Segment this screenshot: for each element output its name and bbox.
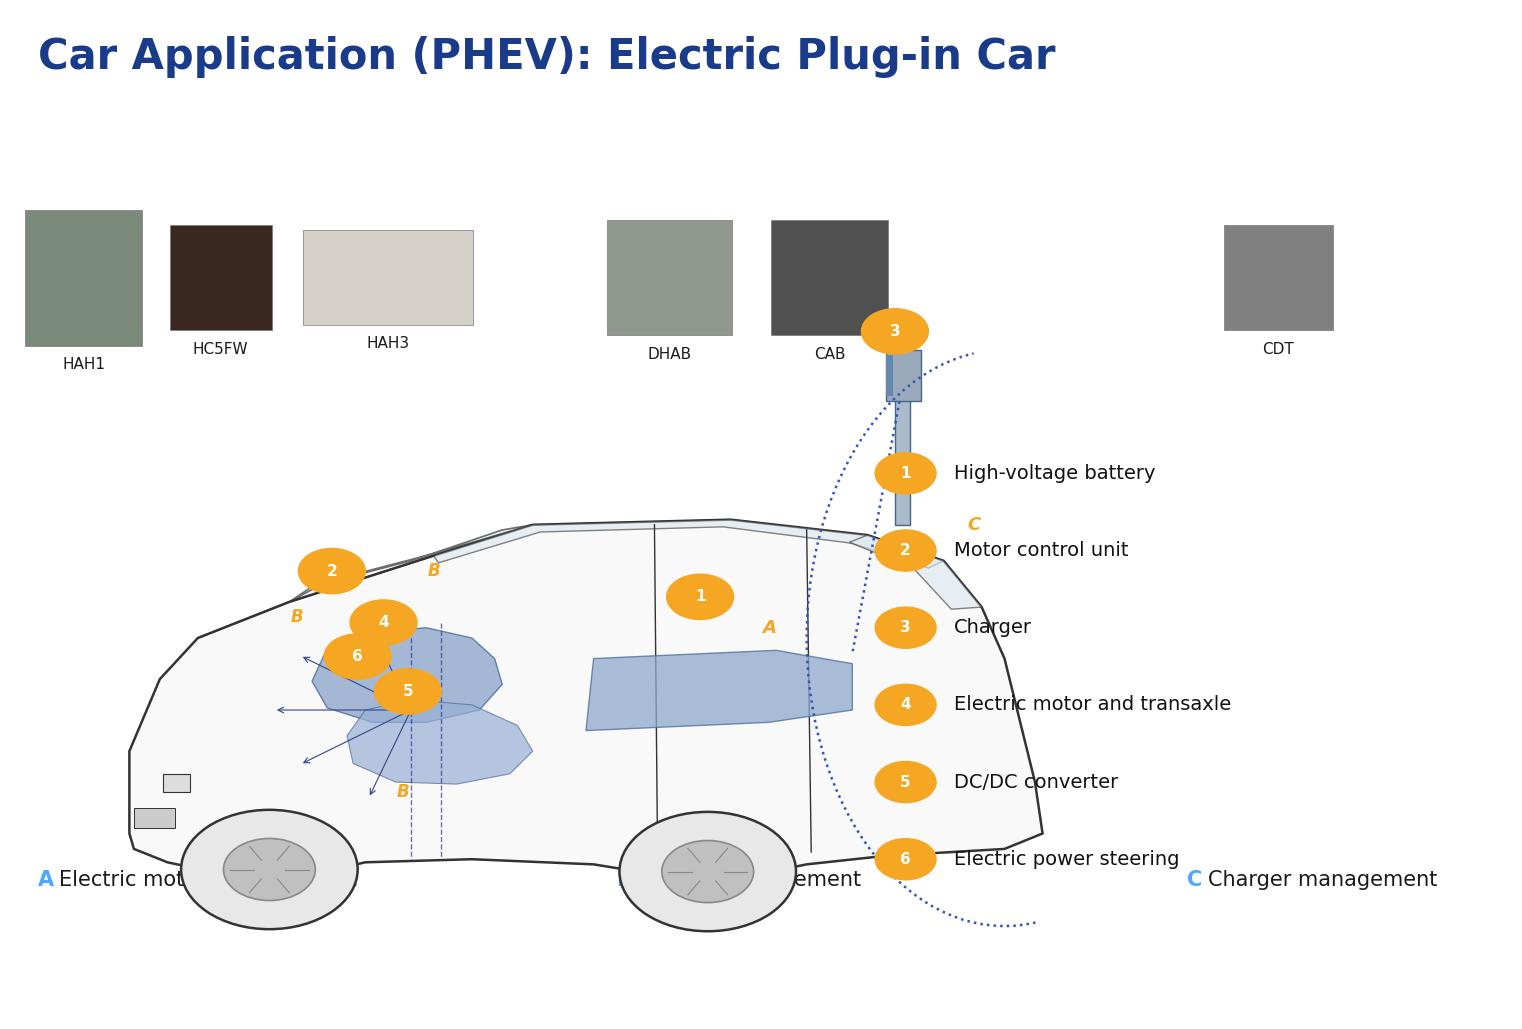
Text: 4: 4 [379,615,388,630]
Text: DC/DC converter: DC/DC converter [954,773,1119,791]
Text: CAB: CAB [814,347,845,362]
FancyBboxPatch shape [607,220,732,335]
Polygon shape [895,370,910,525]
Circle shape [875,761,936,803]
Circle shape [875,530,936,571]
Polygon shape [886,355,893,396]
Polygon shape [849,535,982,609]
FancyBboxPatch shape [772,220,889,335]
Polygon shape [129,520,1043,877]
Circle shape [861,309,928,354]
Text: 2: 2 [326,564,338,578]
Text: HC5FW: HC5FW [193,342,248,357]
Text: 4: 4 [901,698,910,712]
Circle shape [875,839,936,880]
Text: Electric power steering: Electric power steering [954,850,1180,868]
Text: Motor control unit: Motor control unit [954,541,1129,560]
Text: Electric motor and transaxle: Electric motor and transaxle [954,696,1231,714]
Text: B: B [616,870,632,889]
Text: 3: 3 [890,324,900,339]
Text: A: A [38,870,55,889]
Text: Charger: Charger [954,618,1032,637]
Polygon shape [289,525,533,602]
FancyBboxPatch shape [303,230,473,325]
Circle shape [374,669,441,714]
Text: HAH3: HAH3 [367,336,409,352]
Text: 1: 1 [901,466,910,481]
Circle shape [875,453,936,494]
Text: CDT: CDT [1263,342,1294,357]
Text: Electric motor management:: Electric motor management: [59,870,359,889]
Circle shape [298,548,365,594]
Polygon shape [434,520,944,568]
Text: DHAB: DHAB [648,347,691,362]
Polygon shape [312,628,502,722]
Polygon shape [586,650,852,731]
Polygon shape [134,808,175,828]
Circle shape [662,841,753,902]
Text: C: C [1187,870,1202,889]
Circle shape [875,684,936,725]
Text: C: C [968,516,980,534]
Circle shape [875,607,936,648]
Text: 1: 1 [696,590,705,604]
FancyBboxPatch shape [24,210,143,346]
Circle shape [181,810,358,929]
Polygon shape [163,774,190,792]
Text: B: B [428,562,440,580]
Circle shape [619,812,796,931]
Text: Charger management: Charger management [1208,870,1438,889]
Text: High-voltage battery: High-voltage battery [954,464,1155,483]
Text: 5: 5 [901,775,910,789]
Polygon shape [347,700,533,784]
Text: Car Application (PHEV): Electric Plug-in Car: Car Application (PHEV): Electric Plug-in… [38,36,1056,78]
FancyBboxPatch shape [169,225,271,330]
Text: 6: 6 [352,649,364,664]
Text: 6: 6 [900,852,912,866]
Text: B: B [291,608,303,627]
Circle shape [667,574,734,619]
Text: A: A [761,618,776,637]
Text: 2: 2 [900,543,912,558]
Text: 3: 3 [901,620,910,635]
Circle shape [324,634,391,679]
Circle shape [350,600,417,645]
Text: 5: 5 [403,684,412,699]
Text: Battery management: Battery management [638,870,861,889]
FancyBboxPatch shape [1224,225,1333,330]
Text: HAH1: HAH1 [62,357,105,372]
Text: B: B [397,783,409,802]
Polygon shape [886,350,921,401]
Circle shape [224,839,315,900]
